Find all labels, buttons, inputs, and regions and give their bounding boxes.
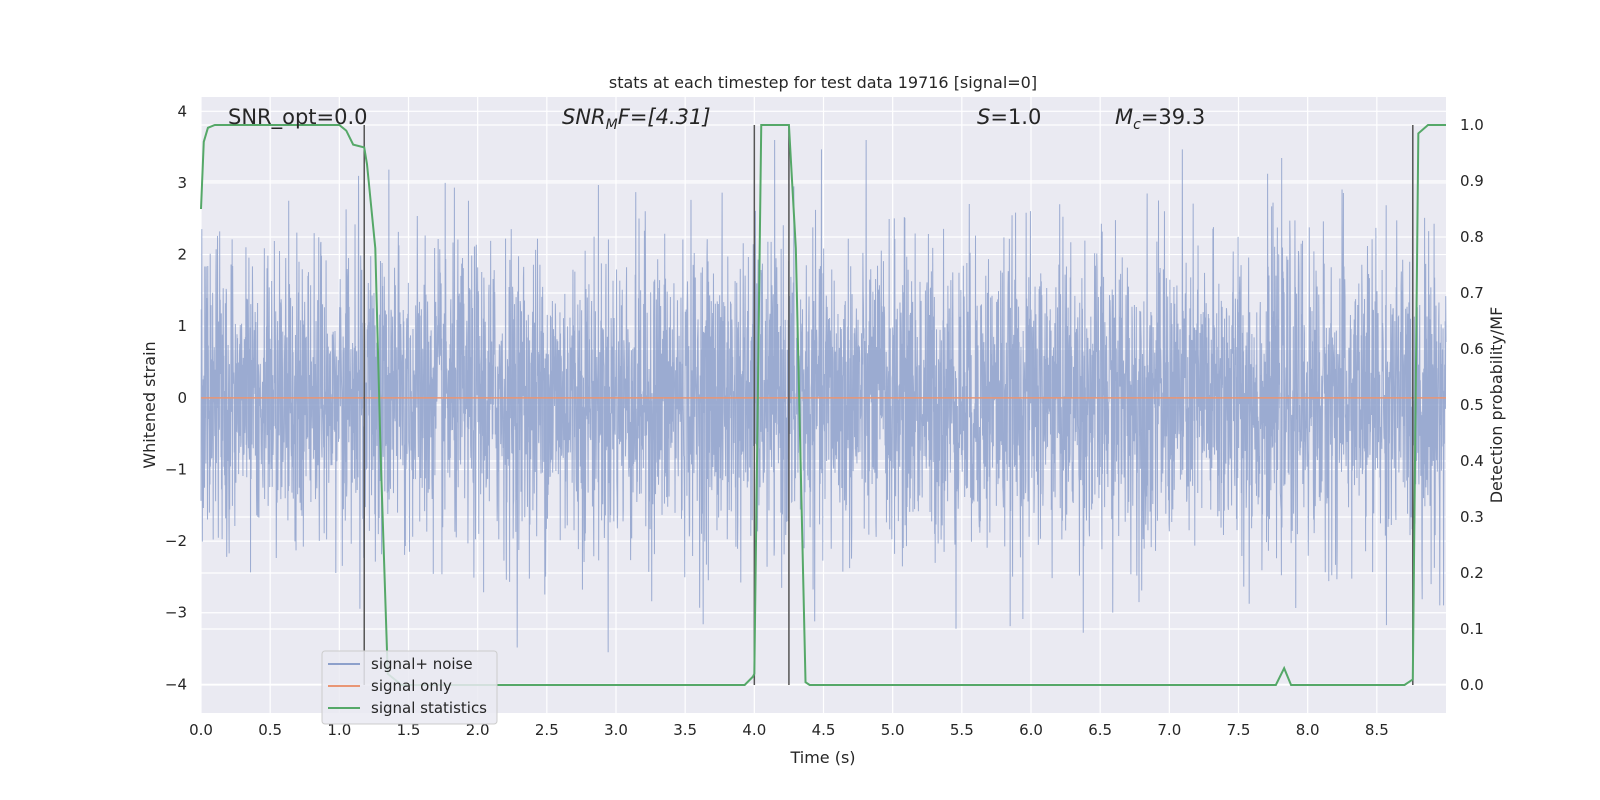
x-tick-label-2: 1.0 [327, 721, 351, 739]
y-tick-label-0: 4 [177, 102, 187, 120]
y2-tick-label-4: 0.6 [1460, 340, 1484, 358]
y2-tick-labels: 1.0 0.9 0.8 0.7 0.6 0.5 0.4 0.3 0.2 0.1 0.0 [1460, 116, 1484, 694]
annotation-mc-value: =39.3 [1141, 105, 1205, 129]
y-tick-label-8: −4 [165, 675, 187, 693]
legend-label-signal-plus-noise: signal+ noise [371, 655, 473, 673]
annotation-snr-mf-main: SNR [562, 105, 606, 129]
y-tick-label-4: 0 [177, 389, 187, 407]
x-tick-labels: 0.0 0.5 1.0 1.5 2.0 2.5 3.0 3.5 4.0 4.5 5.0 5.5 6.0 6… [189, 721, 1389, 739]
vertical-marker-lines [363, 125, 1414, 685]
y2-tick-label-2: 0.8 [1460, 228, 1484, 246]
y2-tick-label-9: 0.1 [1460, 620, 1484, 638]
y2-tick-label-5: 0.5 [1460, 396, 1484, 414]
x-tick-label-15: 7.5 [1227, 721, 1251, 739]
y2-axis-label: Detection probability/MF [1487, 307, 1506, 504]
legend-frame [321, 650, 498, 725]
x-tick-label-4: 2.0 [466, 721, 490, 739]
annotation-s-value: =1.0 [990, 105, 1041, 129]
x-tick-label-17: 8.5 [1365, 721, 1389, 739]
series-signal-statistics [200, 124, 1446, 686]
x-axis-label: Time (s) [789, 748, 855, 767]
annotation-s: S=1.0 [977, 105, 1041, 129]
y2-tick-label-6: 0.4 [1460, 452, 1484, 470]
y2-tick-label-0: 1.0 [1460, 116, 1484, 134]
y2-tick-label-1: 0.9 [1460, 172, 1484, 190]
x-tick-label-13: 6.5 [1088, 721, 1112, 739]
y-tick-label-6: −2 [165, 532, 187, 550]
y-tick-label-7: −3 [165, 604, 187, 622]
y2-tick-label-8: 0.2 [1460, 564, 1484, 582]
annotation-snr-mf: SNRMF=[4.31] [562, 105, 711, 133]
x-tick-label-16: 8.0 [1296, 721, 1320, 739]
annotation-mc: Mc=39.3 [1115, 105, 1205, 133]
y2-tick-label-10: 0.0 [1460, 676, 1484, 694]
y2-tick-label-7: 0.3 [1460, 508, 1484, 526]
series-signal-plus-noise [200, 139, 1447, 653]
x-tick-label-6: 3.0 [604, 721, 628, 739]
annotation-snr-mf-f: F=[4.31] [618, 105, 711, 129]
x-tick-label-5: 2.5 [535, 721, 559, 739]
annotation-mc-sub: c [1133, 117, 1141, 133]
x-tick-label-0: 0.0 [189, 721, 213, 739]
x-tick-label-8: 4.0 [742, 721, 766, 739]
x-tick-label-3: 1.5 [397, 721, 421, 739]
annotation-snr-mf-sub: M [606, 117, 618, 133]
y-tick-label-1: 3 [177, 174, 187, 192]
signal-plus-noise-line [200, 139, 1447, 653]
y-tick-label-2: 2 [177, 246, 187, 264]
x-tick-label-12: 6.0 [1019, 721, 1043, 739]
x-tick-label-14: 7.0 [1157, 721, 1181, 739]
x-tick-label-10: 5.0 [881, 721, 905, 739]
x-tick-label-9: 4.5 [812, 721, 836, 739]
annotation-mc-main: M [1115, 105, 1133, 129]
legend-label-signal-only: signal only [371, 677, 452, 695]
signal-statistics-line [200, 124, 1446, 686]
y2-tick-label-3: 0.7 [1460, 284, 1484, 302]
legend-label-signal-statistics: signal statistics [371, 699, 487, 717]
chart-title: stats at each timestep for test data 197… [609, 73, 1037, 92]
annotation-snr-opt: SNR_opt=0.0 [228, 105, 368, 130]
x-tick-label-11: 5.5 [950, 721, 974, 739]
y-tick-label-5: −1 [165, 460, 187, 478]
x-tick-label-7: 3.5 [673, 721, 697, 739]
x-tick-label-1: 0.5 [258, 721, 282, 739]
annotation-s-main: S [977, 105, 990, 129]
legend: signal+ noise signal only signal statist… [321, 650, 498, 725]
y-tick-labels: 4 3 2 1 0 −1 −2 −3 −4 [165, 102, 187, 693]
y-tick-label-3: 1 [177, 317, 187, 335]
y-axis-label: Whitened strain [140, 341, 159, 468]
